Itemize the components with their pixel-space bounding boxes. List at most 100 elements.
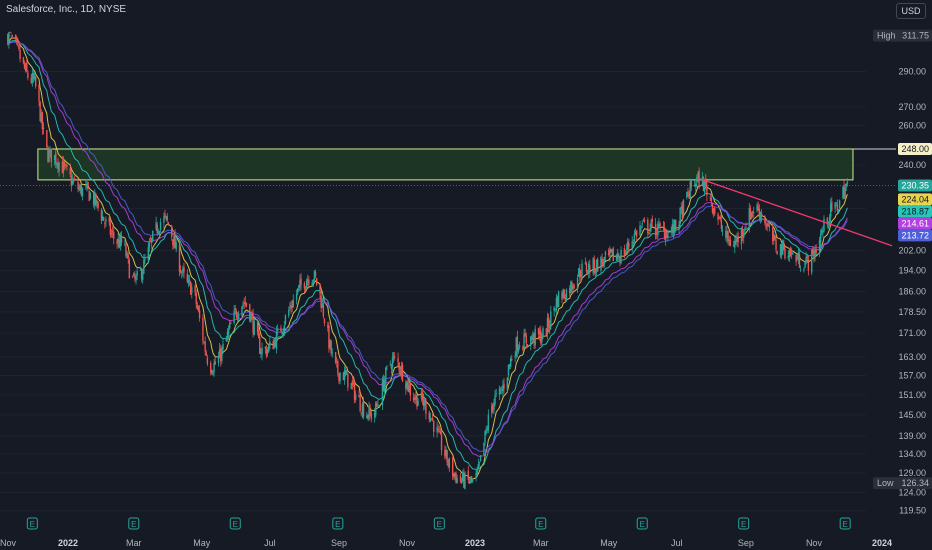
candle-body [788, 250, 791, 258]
candle-body [834, 202, 836, 209]
candle-body [178, 243, 181, 272]
candle-body [109, 222, 112, 235]
candle-body [706, 185, 708, 196]
earnings-marker[interactable]: E [229, 517, 241, 530]
candle-body [448, 458, 451, 468]
candle-body [689, 181, 691, 199]
candle-body [110, 233, 113, 234]
candle-body [113, 232, 115, 239]
candle-body [264, 347, 267, 349]
y-tick-label: 186.00 [898, 287, 926, 297]
candle-body [399, 371, 401, 373]
y-tick-label: 139.00 [898, 431, 926, 441]
candle-body [592, 258, 594, 274]
candle-body [311, 282, 313, 287]
candle-body [768, 225, 771, 228]
time-axis[interactable]: Nov 2022 Mar May Jul Sep Nov 2023 Mar May Jul Sep No… [0, 538, 892, 548]
candle-body [534, 328, 536, 346]
candle-body [139, 269, 142, 271]
candle-body [464, 472, 466, 490]
candle-body [783, 242, 785, 250]
candle-body [595, 259, 598, 271]
low-label: Low [877, 478, 894, 488]
candle-body [47, 149, 49, 162]
candle-body [641, 223, 643, 225]
earnings-marker[interactable]: E [332, 517, 344, 530]
candle-body [164, 214, 166, 216]
candle-body [381, 380, 384, 405]
earnings-marker[interactable]: E [636, 517, 648, 530]
candle-body [34, 76, 37, 87]
candle-body [530, 336, 532, 345]
candle-body [659, 223, 661, 227]
earnings-marker[interactable]: E [535, 517, 547, 530]
candle-body [256, 321, 259, 333]
ma-blue-line [7, 41, 848, 452]
candle-body [283, 325, 286, 332]
candle-body [672, 224, 675, 234]
earnings-marker[interactable]: E [26, 517, 38, 530]
candle-body [400, 365, 403, 375]
earnings-marker[interactable]: E [738, 517, 750, 530]
x-tick-label: 2024 [872, 538, 892, 548]
candle-body [697, 173, 699, 178]
candle-body [719, 217, 721, 220]
candle-body [259, 337, 261, 354]
candle-body [415, 394, 417, 401]
candle-body [157, 231, 160, 234]
candle-body [564, 297, 567, 301]
candle-body [290, 305, 292, 309]
candle-body [835, 202, 837, 204]
candle-body [227, 329, 230, 335]
candle-body [7, 33, 9, 45]
candle-body [735, 239, 737, 242]
candle-body [320, 295, 322, 309]
candle-body [69, 167, 71, 175]
candle-body [635, 230, 638, 237]
candle-body [188, 279, 191, 281]
candle-body [128, 259, 131, 279]
last-price-tag-bg [898, 179, 932, 192]
candle-body [766, 225, 768, 227]
earnings-marker[interactable]: E [433, 517, 445, 530]
earnings-marker[interactable]: E [839, 517, 851, 530]
candle-body [297, 288, 299, 294]
candle-body [633, 233, 636, 242]
candle-body [682, 199, 685, 218]
y-tick-label: 240.00 [898, 160, 926, 170]
candle-body [737, 235, 739, 242]
candle-body [436, 427, 438, 432]
earnings-marker[interactable]: E [128, 517, 140, 530]
candle-body [579, 269, 581, 278]
candle-body [210, 363, 212, 373]
currency-button[interactable]: USD [896, 3, 926, 19]
candle-body [280, 327, 282, 333]
candle-body [611, 249, 613, 253]
candle-body [673, 219, 676, 232]
candle-body [776, 251, 778, 254]
price-axis[interactable]: 290.00270.00260.00240.00220.00202.00194.… [873, 29, 932, 516]
candle-body [718, 218, 720, 220]
candle-body [604, 251, 607, 256]
candle-body [727, 230, 729, 242]
candle-body [9, 31, 11, 33]
candle-body [150, 238, 153, 244]
x-tick-label: Sep [738, 538, 754, 548]
candle-body [353, 383, 356, 401]
candle-body [477, 464, 480, 470]
candle-body [819, 234, 822, 243]
candle-body [295, 294, 298, 300]
candle-body [116, 240, 118, 244]
candle-body [57, 162, 59, 169]
candle-body [274, 339, 277, 347]
candle-body [375, 402, 377, 416]
candle-body [367, 414, 369, 418]
candle-body [314, 272, 317, 277]
candle-body [329, 339, 331, 348]
candle-body [94, 193, 96, 206]
candle-body [253, 320, 255, 336]
candle-body [619, 258, 621, 263]
moving-averages [7, 37, 848, 480]
